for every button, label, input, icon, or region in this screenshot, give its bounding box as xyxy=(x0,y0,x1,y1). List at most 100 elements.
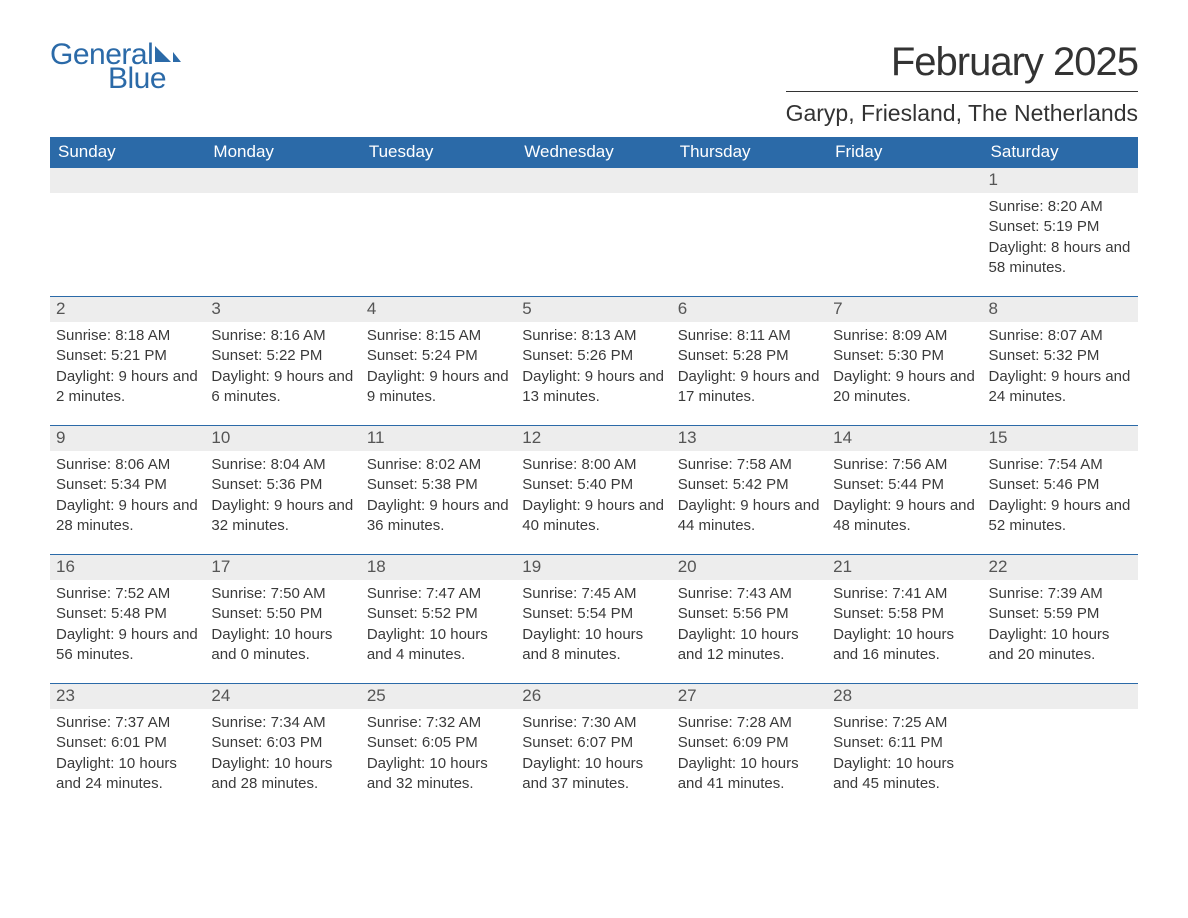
day-info-line: Daylight: 9 hours and 48 minutes. xyxy=(833,496,976,537)
day-info-line: Sunrise: 7:52 AM xyxy=(56,584,199,604)
day-info-line: Sunset: 6:09 PM xyxy=(678,733,821,753)
day-info-line: Sunset: 5:24 PM xyxy=(367,346,510,366)
day-body: Sunrise: 7:41 AMSunset: 5:58 PMDaylight:… xyxy=(827,580,982,671)
day-info-line: Sunset: 5:38 PM xyxy=(367,475,510,495)
day-body: Sunrise: 8:09 AMSunset: 5:30 PMDaylight:… xyxy=(827,322,982,413)
day-body: Sunrise: 7:43 AMSunset: 5:56 PMDaylight:… xyxy=(672,580,827,671)
day-body xyxy=(516,193,671,203)
day-info-line: Sunrise: 7:39 AM xyxy=(989,584,1132,604)
day-info-line: Sunset: 5:40 PM xyxy=(522,475,665,495)
day-cell: 28Sunrise: 7:25 AMSunset: 6:11 PMDayligh… xyxy=(827,684,982,812)
day-info-line: Sunset: 5:48 PM xyxy=(56,604,199,624)
day-info-line: Sunrise: 8:11 AM xyxy=(678,326,821,346)
logo: General Blue xyxy=(50,40,181,94)
day-info-line: Sunset: 6:05 PM xyxy=(367,733,510,753)
day-number: 28 xyxy=(827,684,982,709)
day-info-line: Sunrise: 7:50 AM xyxy=(211,584,354,604)
day-info-line: Daylight: 9 hours and 20 minutes. xyxy=(833,367,976,408)
day-body: Sunrise: 7:52 AMSunset: 5:48 PMDaylight:… xyxy=(50,580,205,671)
day-info-line: Daylight: 10 hours and 45 minutes. xyxy=(833,754,976,795)
day-info-line: Daylight: 9 hours and 6 minutes. xyxy=(211,367,354,408)
day-info-line: Daylight: 10 hours and 0 minutes. xyxy=(211,625,354,666)
day-body: Sunrise: 8:11 AMSunset: 5:28 PMDaylight:… xyxy=(672,322,827,413)
day-cell: 23Sunrise: 7:37 AMSunset: 6:01 PMDayligh… xyxy=(50,684,205,812)
day-body: Sunrise: 7:58 AMSunset: 5:42 PMDaylight:… xyxy=(672,451,827,542)
day-number: 2 xyxy=(50,297,205,322)
weekday-header-row: SundayMondayTuesdayWednesdayThursdayFrid… xyxy=(50,137,1138,168)
day-number: 13 xyxy=(672,426,827,451)
day-info-line: Sunset: 6:11 PM xyxy=(833,733,976,753)
day-body: Sunrise: 7:45 AMSunset: 5:54 PMDaylight:… xyxy=(516,580,671,671)
day-cell xyxy=(827,168,982,296)
day-body: Sunrise: 7:56 AMSunset: 5:44 PMDaylight:… xyxy=(827,451,982,542)
day-cell: 6Sunrise: 8:11 AMSunset: 5:28 PMDaylight… xyxy=(672,297,827,425)
day-cell: 17Sunrise: 7:50 AMSunset: 5:50 PMDayligh… xyxy=(205,555,360,683)
day-info-line: Sunrise: 8:20 AM xyxy=(989,197,1132,217)
day-info-line: Daylight: 9 hours and 24 minutes. xyxy=(989,367,1132,408)
day-number xyxy=(983,684,1138,709)
day-body: Sunrise: 7:50 AMSunset: 5:50 PMDaylight:… xyxy=(205,580,360,671)
day-number: 19 xyxy=(516,555,671,580)
day-number: 10 xyxy=(205,426,360,451)
day-body xyxy=(361,193,516,203)
title-block: February 2025 Garyp, Friesland, The Neth… xyxy=(786,40,1138,127)
day-info-line: Sunrise: 8:16 AM xyxy=(211,326,354,346)
day-info-line: Sunrise: 7:43 AM xyxy=(678,584,821,604)
day-info-line: Sunset: 5:21 PM xyxy=(56,346,199,366)
day-body xyxy=(205,193,360,203)
day-number: 6 xyxy=(672,297,827,322)
day-info-line: Daylight: 8 hours and 58 minutes. xyxy=(989,238,1132,279)
day-cell: 16Sunrise: 7:52 AMSunset: 5:48 PMDayligh… xyxy=(50,555,205,683)
day-info-line: Sunrise: 8:00 AM xyxy=(522,455,665,475)
day-cell: 10Sunrise: 8:04 AMSunset: 5:36 PMDayligh… xyxy=(205,426,360,554)
day-cell xyxy=(205,168,360,296)
day-cell: 9Sunrise: 8:06 AMSunset: 5:34 PMDaylight… xyxy=(50,426,205,554)
day-body: Sunrise: 8:07 AMSunset: 5:32 PMDaylight:… xyxy=(983,322,1138,413)
day-info-line: Daylight: 9 hours and 28 minutes. xyxy=(56,496,199,537)
day-info-line: Daylight: 9 hours and 52 minutes. xyxy=(989,496,1132,537)
day-number xyxy=(672,168,827,193)
day-info-line: Sunrise: 7:47 AM xyxy=(367,584,510,604)
day-body: Sunrise: 7:30 AMSunset: 6:07 PMDaylight:… xyxy=(516,709,671,800)
logo-sail-icon xyxy=(155,42,181,62)
day-cell xyxy=(672,168,827,296)
day-info-line: Daylight: 10 hours and 12 minutes. xyxy=(678,625,821,666)
day-info-line: Sunrise: 7:58 AM xyxy=(678,455,821,475)
day-info-line: Daylight: 9 hours and 56 minutes. xyxy=(56,625,199,666)
day-info-line: Sunrise: 8:13 AM xyxy=(522,326,665,346)
day-info-line: Daylight: 9 hours and 32 minutes. xyxy=(211,496,354,537)
day-number: 1 xyxy=(983,168,1138,193)
day-cell: 25Sunrise: 7:32 AMSunset: 6:05 PMDayligh… xyxy=(361,684,516,812)
day-number: 23 xyxy=(50,684,205,709)
day-cell xyxy=(361,168,516,296)
day-body: Sunrise: 7:32 AMSunset: 6:05 PMDaylight:… xyxy=(361,709,516,800)
day-cell: 18Sunrise: 7:47 AMSunset: 5:52 PMDayligh… xyxy=(361,555,516,683)
day-info-line: Sunrise: 8:18 AM xyxy=(56,326,199,346)
day-body: Sunrise: 7:47 AMSunset: 5:52 PMDaylight:… xyxy=(361,580,516,671)
day-body: Sunrise: 7:34 AMSunset: 6:03 PMDaylight:… xyxy=(205,709,360,800)
week-row: 1Sunrise: 8:20 AMSunset: 5:19 PMDaylight… xyxy=(50,168,1138,296)
day-info-line: Sunrise: 7:34 AM xyxy=(211,713,354,733)
day-body: Sunrise: 8:20 AMSunset: 5:19 PMDaylight:… xyxy=(983,193,1138,284)
day-info-line: Sunrise: 8:15 AM xyxy=(367,326,510,346)
day-body: Sunrise: 8:13 AMSunset: 5:26 PMDaylight:… xyxy=(516,322,671,413)
day-info-line: Sunrise: 7:30 AM xyxy=(522,713,665,733)
day-number: 20 xyxy=(672,555,827,580)
day-cell: 21Sunrise: 7:41 AMSunset: 5:58 PMDayligh… xyxy=(827,555,982,683)
weekday-header: Tuesday xyxy=(361,137,516,168)
day-info-line: Daylight: 10 hours and 37 minutes. xyxy=(522,754,665,795)
weeks-container: 1Sunrise: 8:20 AMSunset: 5:19 PMDaylight… xyxy=(50,168,1138,812)
day-info-line: Sunset: 5:44 PM xyxy=(833,475,976,495)
calendar: SundayMondayTuesdayWednesdayThursdayFrid… xyxy=(50,137,1138,812)
day-info-line: Sunrise: 8:07 AM xyxy=(989,326,1132,346)
day-body: Sunrise: 8:04 AMSunset: 5:36 PMDaylight:… xyxy=(205,451,360,542)
weekday-header: Sunday xyxy=(50,137,205,168)
day-info-line: Daylight: 10 hours and 20 minutes. xyxy=(989,625,1132,666)
day-cell: 20Sunrise: 7:43 AMSunset: 5:56 PMDayligh… xyxy=(672,555,827,683)
day-number xyxy=(827,168,982,193)
day-number xyxy=(361,168,516,193)
day-body: Sunrise: 7:28 AMSunset: 6:09 PMDaylight:… xyxy=(672,709,827,800)
weekday-header: Monday xyxy=(205,137,360,168)
day-number: 27 xyxy=(672,684,827,709)
day-number xyxy=(516,168,671,193)
